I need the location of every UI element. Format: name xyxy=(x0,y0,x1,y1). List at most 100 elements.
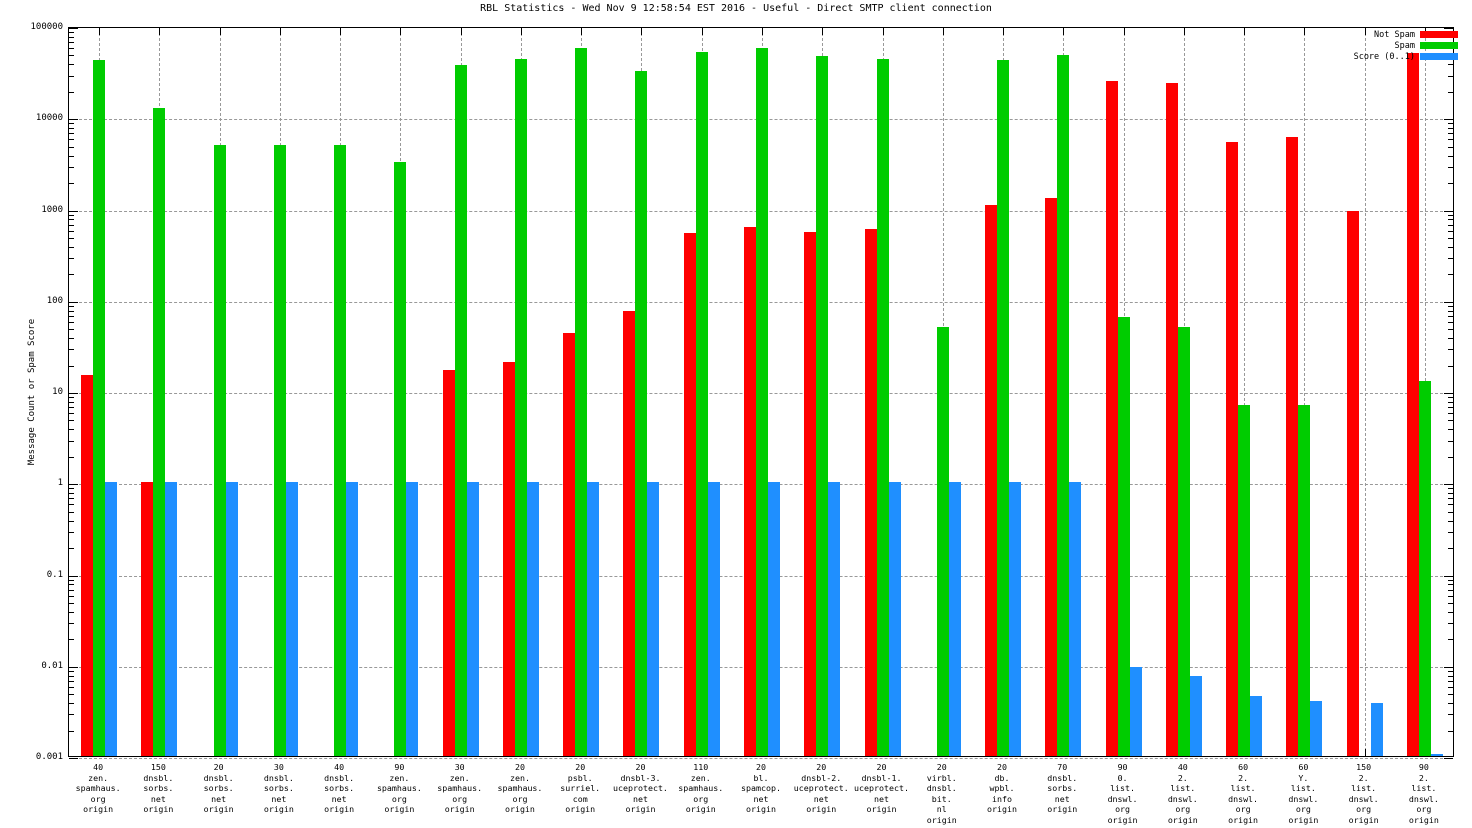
y-axis-minor-tick xyxy=(69,589,74,591)
y-axis-minor-tick xyxy=(69,730,74,732)
bar-not-spam xyxy=(623,310,636,756)
x-axis-label-line: 20 xyxy=(876,762,887,772)
x-axis-label-line: 40 xyxy=(93,762,104,772)
x-axis-tick-top xyxy=(159,28,161,35)
x-axis-label-line: spamhaus. xyxy=(678,783,724,793)
x-axis-label-line: spamhaus. xyxy=(75,783,121,793)
x-axis-label-line: dnsbl-3. xyxy=(620,772,661,783)
x-axis-label-line: dnsbl. xyxy=(324,772,355,783)
y-axis-minor-tick xyxy=(1448,504,1453,506)
x-axis-tick-top xyxy=(340,28,342,35)
bar-score xyxy=(406,482,419,756)
y-axis-tick-label: 100000 xyxy=(30,22,63,32)
x-axis-label-line: org xyxy=(452,793,468,804)
x-axis-label-line: origin xyxy=(565,804,596,814)
x-axis-label-line: 90 xyxy=(1117,762,1128,772)
bar-not-spam xyxy=(1105,80,1118,756)
bar-not-spam xyxy=(744,227,756,756)
x-axis-label-line: 150 xyxy=(150,762,166,772)
y-axis-minor-tick xyxy=(1448,429,1453,431)
y-axis-minor-tick xyxy=(1448,595,1453,597)
y-axis-major-tick xyxy=(69,210,78,212)
y-axis-major-tick xyxy=(69,393,78,394)
y-axis-minor-tick xyxy=(69,349,74,351)
y-axis-minor-tick xyxy=(69,548,74,550)
y-axis-minor-tick xyxy=(1448,675,1453,677)
bar-spam xyxy=(876,59,889,756)
x-axis-group-label: 90 2. list. dnswl. org origin xyxy=(1384,762,1464,825)
x-axis-group-label: 150 2. list. dnswl. org origin xyxy=(1324,762,1404,825)
y-axis-minor-tick xyxy=(1448,246,1453,248)
x-axis-label-line: db. xyxy=(994,772,1010,783)
x-axis-label-line: 2. xyxy=(1418,772,1429,783)
legend-item: Not Spam xyxy=(1354,29,1458,40)
x-axis-label-line: dnsbl. xyxy=(143,772,174,783)
y-axis-minor-tick xyxy=(1448,611,1453,613)
y-axis-major-tick xyxy=(69,484,78,486)
y-axis-minor-tick xyxy=(1448,639,1453,641)
x-axis-label-line: origin xyxy=(203,804,234,814)
x-axis-label-line: sorbs. xyxy=(203,783,234,793)
x-axis-label-line: 90 xyxy=(394,762,405,772)
y-axis-minor-tick xyxy=(1448,420,1453,422)
y-axis-tick-labels: 100000 10000 1000 100 10 1 0.1 0.01 0.001 xyxy=(0,22,63,762)
x-axis-label-line: dnsbl. xyxy=(1047,772,1078,783)
y-axis-minor-tick xyxy=(1448,64,1453,66)
x-axis-label-line: origin xyxy=(1047,804,1078,814)
x-axis-label-line: dnsbl. xyxy=(926,783,957,793)
y-axis-minor-tick xyxy=(69,407,74,409)
x-axis-label-line: zen. xyxy=(88,772,109,783)
y-axis-minor-tick xyxy=(1448,123,1453,125)
x-axis-label-line: net xyxy=(331,793,347,804)
x-axis-label-line: org xyxy=(1356,804,1372,814)
x-axis-tick-bottom xyxy=(1364,749,1366,756)
x-axis-group-label: 60 Y. list. dnswl. org origin xyxy=(1263,762,1343,825)
x-axis-label-line: 70 xyxy=(1057,762,1068,772)
y-axis-minor-tick xyxy=(1448,670,1453,672)
x-axis-tick-top xyxy=(99,28,101,35)
y-axis-minor-tick xyxy=(1448,488,1453,490)
x-axis-label-line: sorbs. xyxy=(263,783,294,793)
y-axis-minor-tick xyxy=(69,401,74,403)
legend-label: Not Spam xyxy=(1374,29,1415,40)
y-axis-minor-tick xyxy=(1448,520,1453,522)
y-axis-minor-tick xyxy=(69,420,74,422)
y-axis-minor-tick xyxy=(69,670,74,672)
x-axis-label-line: bl. xyxy=(753,772,769,783)
y-axis-minor-tick xyxy=(1448,498,1453,500)
bar-score xyxy=(165,482,178,756)
y-axis-minor-tick xyxy=(69,714,74,716)
bar-not-spam xyxy=(1165,82,1178,756)
x-axis-label-line: 40 xyxy=(334,762,345,772)
x-axis-label-line: surriel. xyxy=(560,783,601,793)
x-axis-group-label: 20 db. wpbl. info origin xyxy=(962,762,1042,815)
x-axis-label-line: zen. xyxy=(449,772,470,783)
y-axis-minor-tick xyxy=(69,305,74,307)
x-axis-tick-top xyxy=(882,28,884,35)
y-axis-minor-tick xyxy=(69,680,74,682)
legend-label: Score (0..1) xyxy=(1353,51,1415,62)
x-axis-label-line: 20 xyxy=(936,762,947,772)
y-axis-minor-tick xyxy=(69,48,74,50)
bar-spam xyxy=(756,47,768,756)
x-axis-label-line: nl xyxy=(936,804,947,814)
bar-spam xyxy=(1418,380,1431,756)
y-axis-minor-tick xyxy=(1448,584,1453,586)
x-axis-label-line: origin xyxy=(625,804,656,814)
bar-spam xyxy=(514,58,527,756)
bar-score xyxy=(1069,482,1082,756)
y-axis-minor-tick xyxy=(1448,493,1453,495)
y-axis-minor-tick xyxy=(69,440,74,442)
x-axis-tick-top xyxy=(279,28,281,35)
y-axis-minor-tick xyxy=(69,595,74,597)
y-axis-major-tick xyxy=(1444,28,1453,29)
x-axis-label-line: list. xyxy=(1110,783,1136,793)
x-axis-tick-top xyxy=(1063,28,1065,35)
x-axis-label-line: origin xyxy=(1288,814,1319,825)
x-axis-label-line: origin xyxy=(384,804,415,814)
x-axis-label-line: origin xyxy=(987,804,1018,814)
x-axis-label-line: dnswl. xyxy=(1408,793,1439,804)
y-axis-minor-tick xyxy=(69,75,74,77)
bar-not-spam xyxy=(985,205,998,756)
x-axis-label-line: 60 xyxy=(1298,762,1309,772)
